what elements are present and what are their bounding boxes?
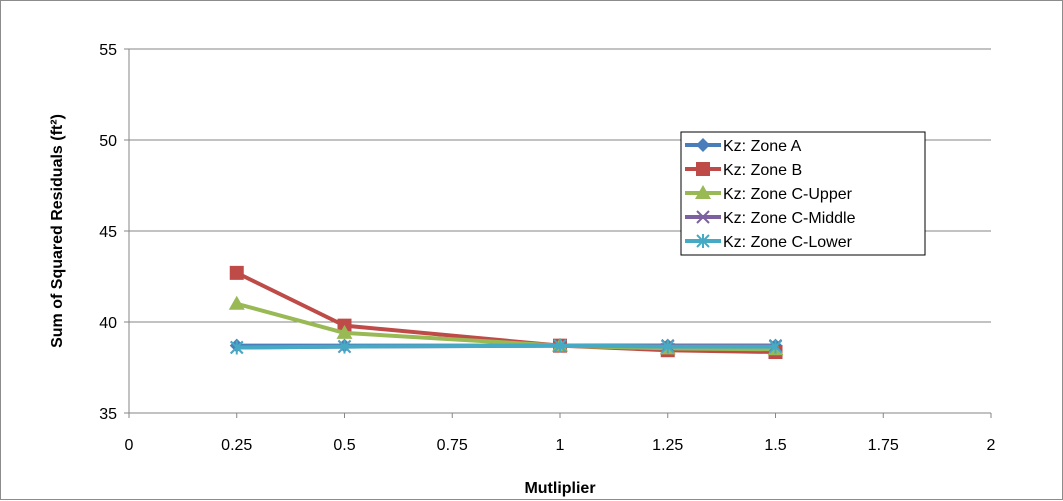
tick-labels: 35 40 45 50 55 0 0.25 0.5 0.75 1 1.25 1.5 1.75 2: [99, 42, 995, 454]
x-tick-label: 2: [987, 437, 996, 454]
x-tick-label: 0: [125, 437, 134, 454]
axes: [124, 48, 992, 418]
data-point: [768, 339, 783, 354]
legend-swatch-marker: [696, 210, 710, 224]
legend: Kz: Zone A Kz: Zone B Kz: Zone C-Upper Kz: …: [680, 131, 926, 256]
y-tick-label: 50: [99, 133, 117, 150]
x-tick-label: 1.25: [652, 437, 683, 454]
x-tick-label: 1.75: [868, 437, 899, 454]
x-tick-label: 0.75: [437, 437, 468, 454]
legend-label: Kz: Zone A: [723, 138, 802, 155]
series-line: [235, 271, 776, 355]
x-tick-label: 1: [556, 437, 565, 454]
y-axis-title: Sum of Squared Residuals (ft²): [49, 114, 66, 348]
y-tick-label: 40: [99, 315, 117, 332]
series-layer: [228, 265, 784, 360]
y-tick-label: 45: [99, 224, 117, 241]
data-point: [661, 339, 675, 354]
legend-swatch-marker: [696, 138, 710, 152]
legend-item: Kz: Zone B: [685, 162, 802, 179]
data-point: [553, 338, 567, 353]
legend-item: Kz: Zone C-Middle: [685, 210, 856, 227]
series-line: [236, 343, 776, 350]
y-tick-label: 55: [99, 42, 117, 59]
data-point: [337, 339, 352, 354]
legend-swatch-marker: [696, 234, 710, 248]
legend-label: Kz: Zone C-Middle: [723, 210, 856, 227]
x-axis-title: Mutliplier: [524, 480, 595, 497]
data-point: [230, 340, 244, 355]
legend-item: Kz: Zone A: [685, 138, 802, 155]
legend-swatch-marker: [696, 162, 710, 176]
data-point: [228, 295, 245, 310]
x-tick-label: 0.5: [333, 437, 355, 454]
legend-item: Kz: Zone C-Upper: [685, 185, 853, 203]
legend-item: Kz: Zone C-Lower: [685, 234, 853, 251]
legend-swatch-marker: [695, 185, 711, 199]
data-point: [336, 324, 353, 339]
legend-label: Kz: Zone B: [723, 162, 802, 179]
x-tick-label: 0.25: [221, 437, 252, 454]
series-5: [230, 338, 783, 355]
legend-box: [680, 131, 926, 256]
legend-label: Kz: Zone C-Lower: [723, 234, 853, 251]
legend-label: Kz: Zone C-Upper: [723, 186, 853, 203]
y-tick-label: 35: [99, 406, 117, 423]
data-point: [229, 265, 244, 280]
x-tick-label: 1.5: [764, 437, 786, 454]
